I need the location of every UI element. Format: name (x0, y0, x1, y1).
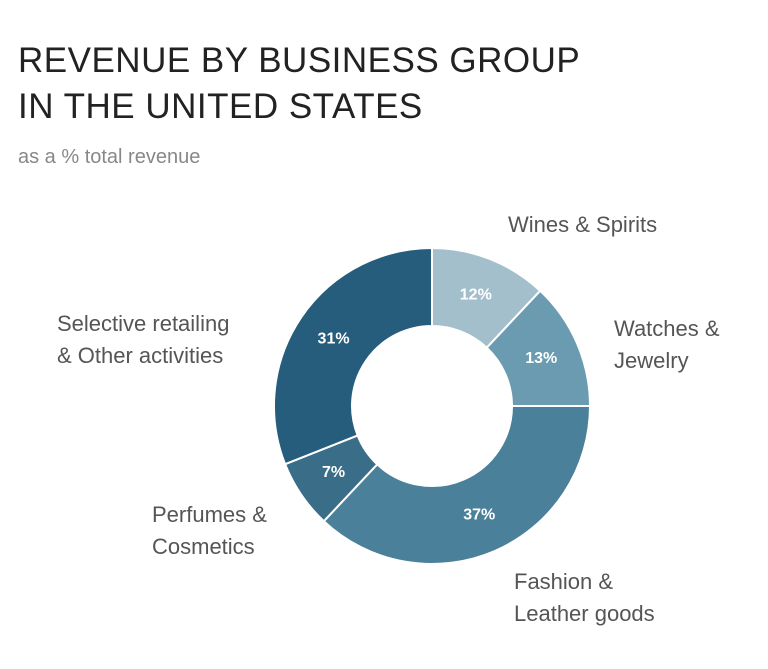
category-label: Fashion & Leather goods (514, 569, 655, 626)
category-label: Wines & Spirits (508, 212, 658, 237)
value-label: 31% (318, 330, 350, 347)
category-label: Selective retailing & Other activities (57, 311, 230, 368)
chart-subtitle: as a % total revenue (18, 146, 201, 168)
value-label: 12% (460, 287, 492, 304)
donut-slice (322, 405, 592, 565)
chart-title: REVENUE BY BUSINESS GROUP IN THE UNITED … (18, 41, 580, 126)
donut-slice (273, 246, 433, 466)
category-label: Watches & Jewelry (614, 316, 720, 373)
category-label: Perfumes & Cosmetics (152, 502, 267, 559)
value-label: 7% (322, 464, 345, 481)
value-label: 13% (525, 350, 557, 367)
value-label: 37% (463, 506, 495, 523)
